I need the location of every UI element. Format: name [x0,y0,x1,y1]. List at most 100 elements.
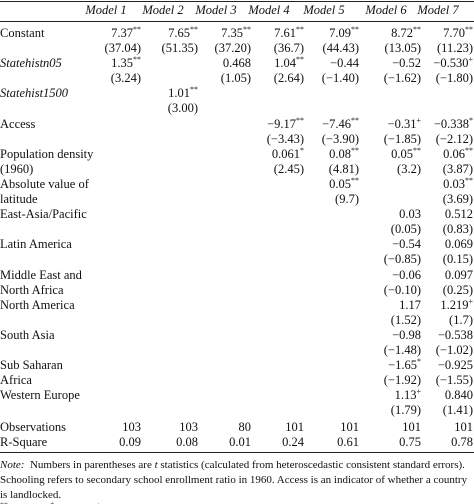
t-statistic: (1.79) [390,403,421,418]
value: 1.219 [440,297,469,312]
coefficient: 7.65** [128,25,198,41]
significance-marker: + [468,55,473,65]
row-label: latitude [0,192,38,206]
statistic: 0.61 [337,435,359,449]
significance-marker: * [417,357,421,367]
significance-marker: ** [351,176,359,185]
value: 0.08 [329,146,351,161]
statistic: 103 [179,420,198,434]
coefficient: 7.35** [181,26,251,41]
value: 7.37 [111,26,133,40]
coefficient: 0.05** [351,145,421,161]
significance-marker: ** [190,25,198,34]
coefficient: 0.840 [444,388,473,403]
t-statistic: (3.87) [442,161,473,176]
t-statistic: (1.52) [390,312,421,327]
coefficient: 1.01** [128,85,198,101]
value: −0.31 [387,116,417,131]
value: 7.70 [443,26,465,40]
t-statistic: (37.04) [104,41,141,55]
coefficient: −0.31+ [351,116,421,131]
t-statistic: (37.20) [214,41,251,55]
statistic: 0.09 [119,435,141,449]
value: 0.06 [443,146,465,161]
significance-marker: ** [0,501,8,504]
coefficient: −0.06 [392,267,421,282]
row-label: Access [0,116,36,131]
row-label: Observations [0,420,66,434]
coefficient: −0.925 [437,358,473,373]
rule [0,21,474,22]
coefficient: 7.37** [71,25,141,41]
column-header: Model 4 [248,3,290,17]
column-header: Model 2 [142,3,184,17]
t-statistic: (−1.92) [383,373,421,388]
significance-marker: ** [133,25,141,34]
coefficient: 0.08** [289,146,359,161]
coefficient: 7.61** [234,26,304,41]
significance-marker: ** [351,25,359,34]
row-label: Statehist1500 [0,86,69,101]
note-t: t [154,459,158,471]
t-statistic: (−2.12) [435,131,473,146]
coefficient: 7.09** [289,25,359,41]
coefficient: −0.538 [437,328,473,342]
row-label: Absolute value of [0,177,89,191]
row-label: Constant [0,26,45,40]
row-label: South Asia [0,328,55,342]
t-statistic: (0.15) [442,252,473,267]
value: −0.530 [433,56,469,71]
row-label: Sub Saharan [0,358,63,373]
coefficient: 0.512 [444,207,473,222]
statistic: 101 [454,420,473,434]
statistic: 0.75 [399,435,421,449]
significance-marker: ** [133,55,141,65]
coefficient: −0.54 [392,237,421,252]
significance-marker: + [97,501,102,504]
coefficient: 8.72** [351,26,421,41]
significance-marker: ** [190,85,198,95]
t-statistic: (3.24) [110,71,141,86]
coefficient: 0.03** [403,177,473,192]
value: 1.01 [168,86,190,101]
row-label: Middle East and [0,267,82,282]
coefficient: −0.338* [403,116,473,131]
coefficient: 0.069 [444,237,473,252]
t-statistic: (11.23) [437,41,473,55]
t-statistic: (−1.62) [383,71,421,86]
value: −9.17 [267,116,296,131]
note-text: Numbers in parentheses are [29,459,152,471]
t-statistic: (−1.40) [321,71,359,86]
row-label: R-Square [0,435,48,449]
statistic: 101 [340,420,359,434]
row-label: Statehistn05 [0,56,62,71]
t-statistic: (0.83) [442,222,473,237]
value: 1.35 [111,56,133,71]
t-statistic: (36.7) [273,41,304,55]
statistic: 103 [122,420,141,434]
t-statistic: (0.25) [442,282,473,297]
significance-marker: ** [413,145,421,155]
t-statistic: (1.41) [442,403,473,418]
coefficient: 1.219+ [403,297,473,312]
significance-marker: ** [296,55,304,65]
coefficient: 0.03 [399,207,421,222]
value: 0.05 [329,177,351,191]
coefficient: −9.17** [234,115,304,131]
t-statistic: (4.81) [328,161,359,176]
coefficient: −0.44 [330,56,359,71]
coefficient: 1.04** [234,55,304,71]
significance-marker: ** [296,115,304,125]
coefficient: 1.35** [71,55,141,71]
coefficient: −7.46** [289,115,359,131]
significance-marker: ** [351,115,359,125]
statistic: 0.08 [176,435,198,449]
t-statistic: (3.69) [442,192,473,206]
value: 1.04 [274,56,296,71]
value: −7.46 [322,116,351,131]
t-statistic: (0.05) [390,222,421,237]
statistic: 80 [238,420,252,434]
t-statistic: (1.7) [449,312,473,327]
coefficient: −0.98 [392,328,421,342]
significance-marker: ** [465,25,473,34]
